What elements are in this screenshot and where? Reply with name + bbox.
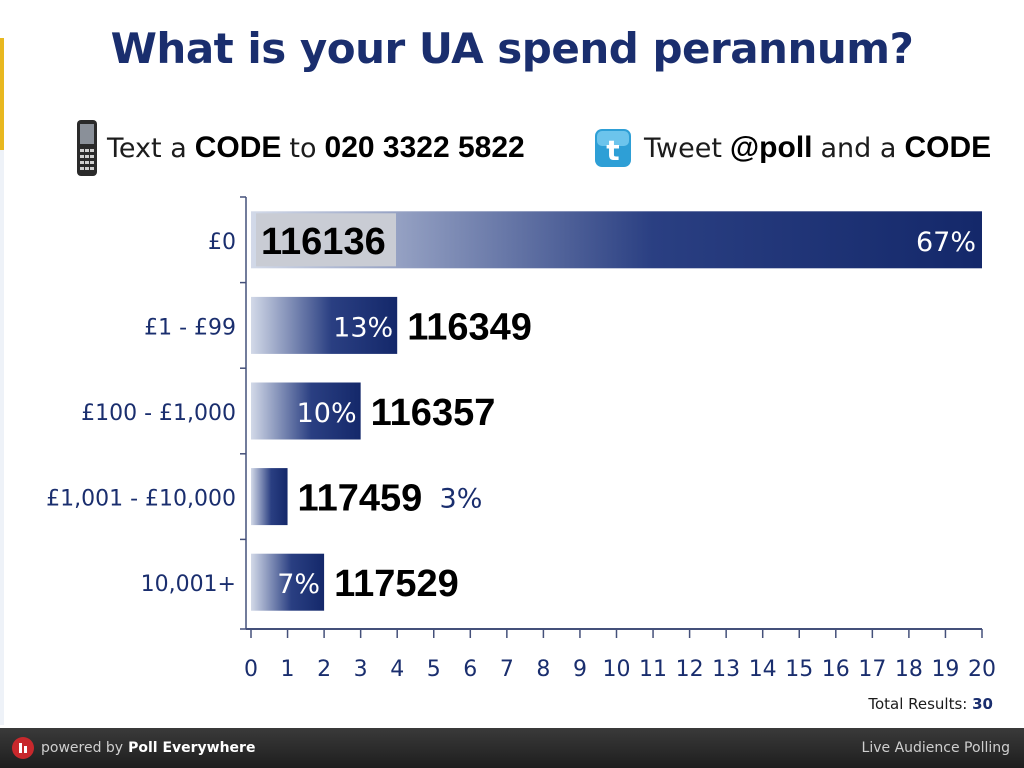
x-tick-label: 10 <box>603 657 631 682</box>
x-tick-label: 16 <box>822 657 850 682</box>
x-tick-label: 2 <box>317 657 331 682</box>
x-tick-label: 15 <box>785 657 813 682</box>
x-tick-label: 18 <box>895 657 923 682</box>
footer-bar: powered by Poll Everywhere Live Audience… <box>0 728 1024 768</box>
percent-label: 13% <box>333 312 393 343</box>
bar <box>251 553 325 611</box>
code-label: 117459 <box>298 478 423 520</box>
tweet-instruction: t Tweet @poll and a CODE <box>594 118 991 178</box>
percent-label: 10% <box>297 398 357 429</box>
text-code: CODE <box>194 131 282 164</box>
footer-brand-link[interactable]: Poll Everywhere <box>128 740 256 756</box>
poll-title: What is your UA spend perannum? <box>110 24 914 73</box>
x-tick-label: 11 <box>639 657 667 682</box>
bar <box>251 468 288 526</box>
code-label: 116136 <box>261 221 386 263</box>
total-results-label: Total Results: <box>867 695 972 713</box>
x-tick-label: 0 <box>244 657 258 682</box>
code-label-box <box>256 213 396 267</box>
percent-label: 7% <box>277 569 320 600</box>
left-edge-strip <box>0 150 4 725</box>
x-tick-label: 8 <box>536 657 550 682</box>
text-instruction: Text a CODE to 020 3322 5822 <box>76 118 525 178</box>
category-label: £1 - £99 <box>144 315 236 340</box>
percent-label: 3% <box>440 484 483 515</box>
x-tick-label: 14 <box>749 657 777 682</box>
footer-live-audience-polling: Live Audience Polling <box>861 740 1010 756</box>
mobile-phone-icon <box>77 120 97 176</box>
x-tick-label: 4 <box>390 657 404 682</box>
text-number: 020 3322 5822 <box>324 131 525 164</box>
x-tick-label: 20 <box>968 657 996 682</box>
x-tick-label: 17 <box>858 657 886 682</box>
x-tick-label: 1 <box>281 657 295 682</box>
bar <box>251 296 398 354</box>
x-tick-label: 19 <box>931 657 959 682</box>
svg-text:t: t <box>606 134 619 167</box>
text-to: to <box>289 132 317 164</box>
total-results-value: 30 <box>972 695 993 713</box>
category-label: £100 - £1,000 <box>81 401 236 426</box>
code-label: 117529 <box>334 563 459 605</box>
x-tick-label: 13 <box>712 657 740 682</box>
tweet-prefix: Tweet <box>644 132 722 164</box>
twitter-bird-icon: t <box>595 129 631 167</box>
tweet-code: CODE <box>904 131 992 164</box>
x-tick-label: 12 <box>676 657 704 682</box>
total-results: Total Results: 30 <box>867 695 993 713</box>
category-label: 10,001+ <box>141 572 236 597</box>
poll-everywhere-logo-icon <box>12 737 34 759</box>
code-label: 116349 <box>407 306 532 348</box>
x-tick-label: 3 <box>354 657 368 682</box>
category-label: £1,001 - £10,000 <box>46 487 236 512</box>
results-bar-chart: £0 116136 67%£1 - £99 13% 116349£100 - £1,00… <box>46 196 996 713</box>
percent-label: 67% <box>916 227 976 258</box>
x-tick-label: 5 <box>427 657 441 682</box>
left-accent-bar <box>0 38 4 150</box>
bar <box>251 382 361 440</box>
x-tick-label: 7 <box>500 657 514 682</box>
code-label: 116357 <box>371 392 496 434</box>
tweet-and: and a <box>820 132 897 164</box>
text-prefix: Text a <box>107 132 187 164</box>
x-tick-label: 9 <box>573 657 587 682</box>
footer-powered-by: powered by <box>41 740 124 756</box>
tweet-handle: @poll <box>729 131 813 164</box>
category-label: £0 <box>208 230 236 255</box>
x-tick-label: 6 <box>463 657 477 682</box>
